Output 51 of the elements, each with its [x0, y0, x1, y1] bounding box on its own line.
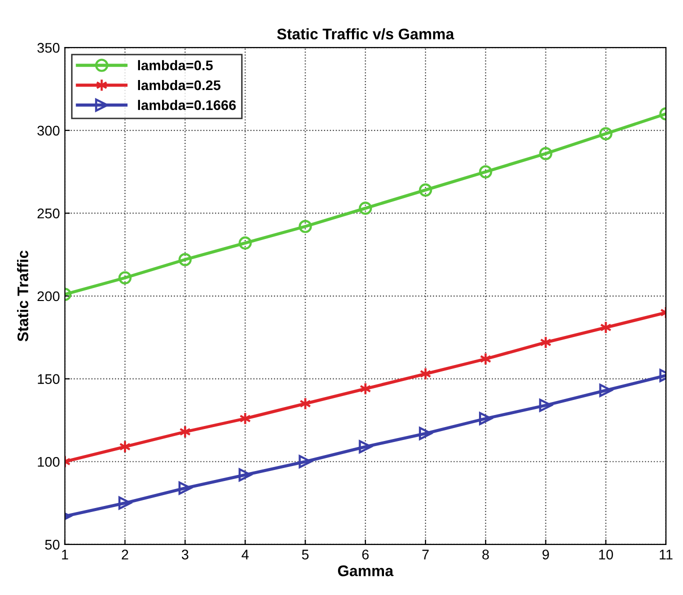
point — [360, 382, 372, 396]
point — [179, 425, 191, 438]
x-tick-label: 11 — [660, 550, 672, 560]
y-tick-label: 50 — [45, 540, 60, 550]
point — [358, 202, 372, 215]
point — [480, 352, 492, 366]
y-tick-label: 150 — [38, 374, 60, 384]
point — [539, 398, 552, 412]
x-tick-label: 4 — [242, 550, 249, 560]
legend-label: lambda=0.5 — [138, 60, 213, 70]
point — [418, 183, 432, 197]
x-axis-title: Gamma — [338, 565, 394, 576]
x-tick-label: 6 — [362, 550, 369, 560]
point — [238, 236, 252, 250]
y-tick-label: 300 — [37, 126, 60, 136]
point — [479, 412, 492, 426]
point — [539, 146, 552, 160]
point — [238, 468, 252, 482]
x-tick-label: 8 — [482, 550, 489, 560]
point — [479, 165, 492, 178]
point — [298, 455, 312, 468]
x-tick-label: 2 — [122, 550, 128, 560]
point — [358, 440, 372, 454]
y-axis-title: Static Traffic — [17, 250, 28, 342]
point — [299, 397, 312, 410]
chart-title: Static Traffic v/s Gamma — [277, 28, 454, 40]
point — [118, 271, 132, 284]
point — [298, 220, 312, 234]
point — [178, 482, 192, 495]
point — [599, 127, 612, 140]
point — [420, 367, 432, 380]
x-tick-label: 7 — [422, 550, 429, 560]
x-tick-label: 9 — [542, 550, 549, 560]
point — [540, 336, 552, 349]
point — [599, 384, 612, 398]
y-tick-label: 350 — [37, 42, 60, 53]
y-tick-label: 250 — [38, 208, 60, 218]
point — [119, 440, 131, 454]
y-tick-label: 200 — [38, 291, 60, 302]
y-tick-label: 100 — [38, 456, 60, 467]
x-tick-label: 3 — [182, 550, 188, 560]
point — [239, 412, 252, 426]
point — [178, 252, 192, 266]
legend-label: lambda=0.25 — [138, 80, 220, 90]
x-tick-label: 10 — [599, 550, 614, 560]
point — [600, 320, 612, 334]
point — [118, 496, 132, 510]
x-tick-label: 5 — [302, 550, 309, 560]
x-tick-label: 1 — [62, 550, 68, 560]
point — [418, 426, 432, 440]
legend-label: lambda=0.1666 — [138, 100, 236, 110]
